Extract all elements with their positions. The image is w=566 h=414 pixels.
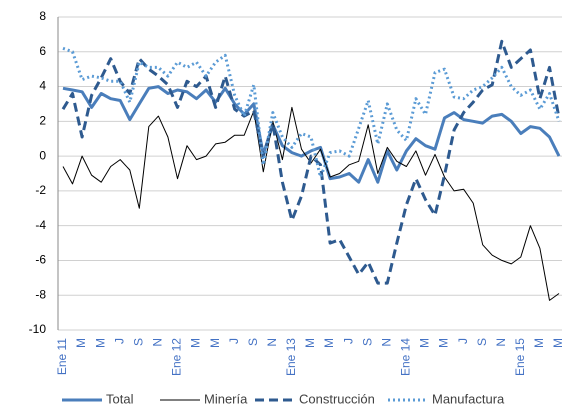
x-tick-label: N — [151, 338, 165, 347]
legend-label: Minería — [204, 391, 248, 406]
y-tick-label: -10 — [29, 322, 47, 336]
x-tick-label: J — [112, 338, 126, 344]
x-tick-label: M — [418, 338, 432, 348]
y-tick-label: 2 — [39, 114, 46, 128]
y-tick-label: -8 — [35, 287, 46, 301]
y-tick-label: -6 — [35, 253, 46, 267]
series-line — [62, 106, 560, 301]
x-tick-label: M — [189, 338, 203, 348]
x-tick-label: M — [93, 338, 107, 348]
x-tick-label: S — [360, 338, 374, 346]
x-tick-label: S — [131, 338, 145, 346]
x-tick-label: S — [246, 338, 260, 346]
y-tick-label: 0 — [39, 148, 46, 162]
x-tick-label: M — [437, 338, 451, 348]
x-tick-label: M — [303, 338, 317, 348]
y-tick-label: 8 — [39, 9, 46, 23]
x-tick-label: Ene 12 — [170, 338, 184, 376]
series-line — [62, 46, 561, 179]
x-tick-label: M — [74, 338, 88, 348]
x-tick-label: M — [322, 338, 336, 348]
x-tick-label: Ene 13 — [284, 338, 298, 376]
x-tick-label: M — [532, 338, 546, 348]
x-tick-label: Ene 11 — [55, 338, 69, 375]
y-tick-label: -2 — [35, 183, 46, 197]
x-tick-label: N — [494, 338, 508, 347]
x-tick-label: M — [208, 338, 222, 348]
series-line — [62, 85, 561, 184]
legend-label: Construcción — [299, 391, 375, 406]
x-tick-label: Ene 15 — [513, 338, 527, 376]
x-tick-label: J — [456, 338, 470, 344]
y-tick-label: -4 — [35, 218, 46, 232]
x-tick-label: Ene 14 — [399, 338, 413, 376]
legend-label: Total — [106, 391, 134, 406]
y-tick-label: 4 — [39, 79, 46, 93]
legend-label: Manufactura — [432, 391, 505, 406]
y-tick-label: 6 — [39, 44, 46, 58]
x-tick-label: J — [341, 338, 355, 344]
x-tick-label: S — [475, 338, 489, 346]
x-tick-label: J — [227, 338, 241, 344]
x-tick-label: N — [379, 338, 393, 347]
x-tick-label: M — [551, 338, 565, 348]
x-tick-label: N — [265, 338, 279, 347]
